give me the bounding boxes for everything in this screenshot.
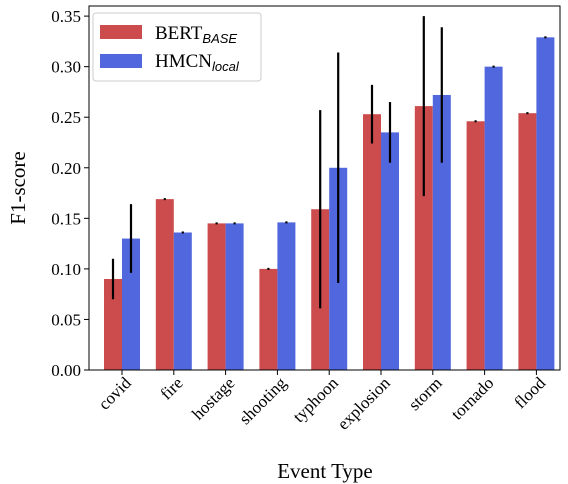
- bar-storm-bert: [414, 106, 433, 370]
- bars-group: [104, 37, 555, 371]
- x-tick-label-tornado: tornado: [447, 373, 497, 423]
- y-axis-ticks: 0.00 0.05 0.10 0.15 0.20 0.25 0.30 0.35: [51, 7, 89, 380]
- legend-label-bert: BERTBASE: [155, 23, 237, 46]
- x-tick-label-shooting: shooting: [235, 373, 290, 428]
- bar-covid-hmcn: [122, 238, 140, 370]
- bar-tornado-hmcn: [484, 66, 503, 371]
- legend-swatch-bert: [100, 25, 142, 39]
- legend-label-hmcn: HMCNlocal: [155, 51, 240, 74]
- bar-hostage-bert: [207, 223, 226, 370]
- bar-shooting-bert: [259, 268, 278, 370]
- y-tick-label: 0.05: [51, 310, 81, 329]
- x-tick-label-covid: covid: [95, 373, 135, 413]
- bar-hostage-hmcn: [225, 223, 244, 370]
- bar-explosion-hmcn: [381, 132, 399, 370]
- bar-flood-bert: [518, 113, 537, 370]
- y-tick-label: 0.30: [51, 58, 81, 77]
- bar-tornado-bert: [466, 121, 485, 371]
- y-tick-label: 0.10: [51, 260, 81, 279]
- y-tick-label: 0.15: [51, 209, 81, 228]
- x-tick-label-fire: fire: [157, 373, 187, 403]
- bar-fire-bert: [155, 199, 174, 370]
- error-bars-group: [111, 16, 547, 309]
- y-tick-label: 0.25: [51, 108, 81, 127]
- x-axis-ticks: covid fire hostageshootingtyphoonexplosion…: [95, 370, 550, 434]
- bar-explosion-bert: [363, 114, 381, 370]
- bar-fire-hmcn: [173, 232, 192, 370]
- x-tick-label-flood: flood: [510, 373, 549, 412]
- x-tick-label-hostage: hostage: [188, 373, 238, 423]
- bar-shooting-hmcn: [277, 222, 296, 370]
- legend-swatch-hmcn: [100, 54, 142, 68]
- plot-frame: [88, 5, 561, 371]
- bar-flood-hmcn: [536, 37, 555, 370]
- y-axis-label: F1-score: [6, 151, 30, 224]
- x-axis-label: Event Type: [277, 459, 373, 483]
- y-tick-label: 0.00: [51, 361, 81, 380]
- legend: BERTBASE HMCNlocal: [92, 12, 262, 82]
- bar-covid-bert: [104, 279, 122, 370]
- x-tick-label-explosion: explosion: [334, 373, 395, 434]
- y-tick-label: 0.20: [51, 159, 81, 178]
- bar-storm-hmcn: [432, 94, 451, 370]
- x-tick-label-storm: storm: [405, 373, 446, 414]
- y-tick-label: 0.35: [51, 7, 81, 26]
